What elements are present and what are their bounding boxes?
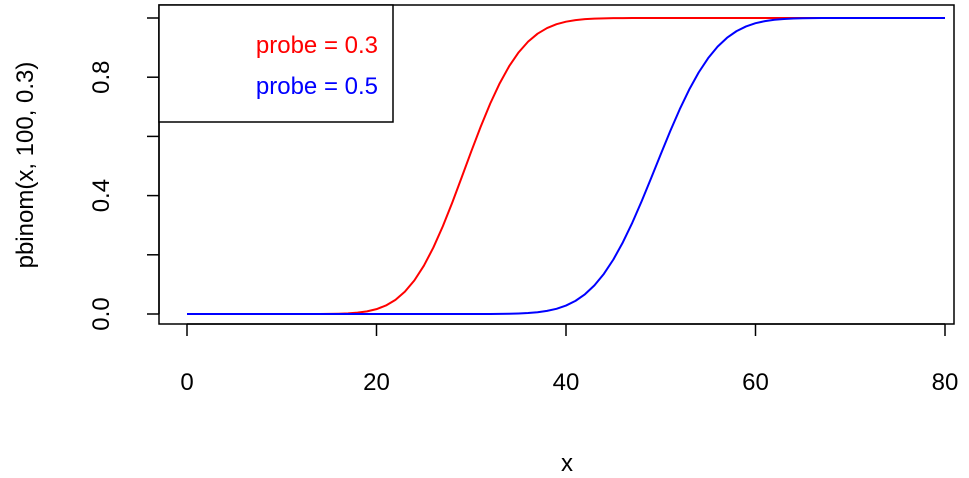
series-line-1 (187, 17, 945, 315)
x-tick-label: 60 (742, 369, 769, 396)
legend: probe = 0.3 probe = 0.5 (158, 4, 394, 123)
y-axis: 0.0 0.4 0.8 (88, 17, 160, 331)
x-axis: 0 20 40 60 80 (180, 323, 959, 396)
x-axis-label: x (561, 450, 573, 477)
y-tick-label: 0.8 (88, 61, 115, 94)
x-tick-label: 80 (932, 369, 959, 396)
x-tick-label: 0 (180, 369, 193, 396)
y-axis-label: pbinom(x, 100, 0.3) (12, 62, 39, 269)
x-tick-label: 20 (363, 369, 390, 396)
legend-entry-1: probe = 0.5 (256, 73, 378, 100)
x-tick-label: 40 (553, 369, 580, 396)
series-layer (187, 17, 945, 315)
legend-entry-0: probe = 0.3 (256, 32, 378, 59)
y-tick-label: 0.0 (88, 297, 115, 330)
y-tick-label: 0.4 (88, 179, 115, 212)
legend-box (158, 4, 394, 123)
